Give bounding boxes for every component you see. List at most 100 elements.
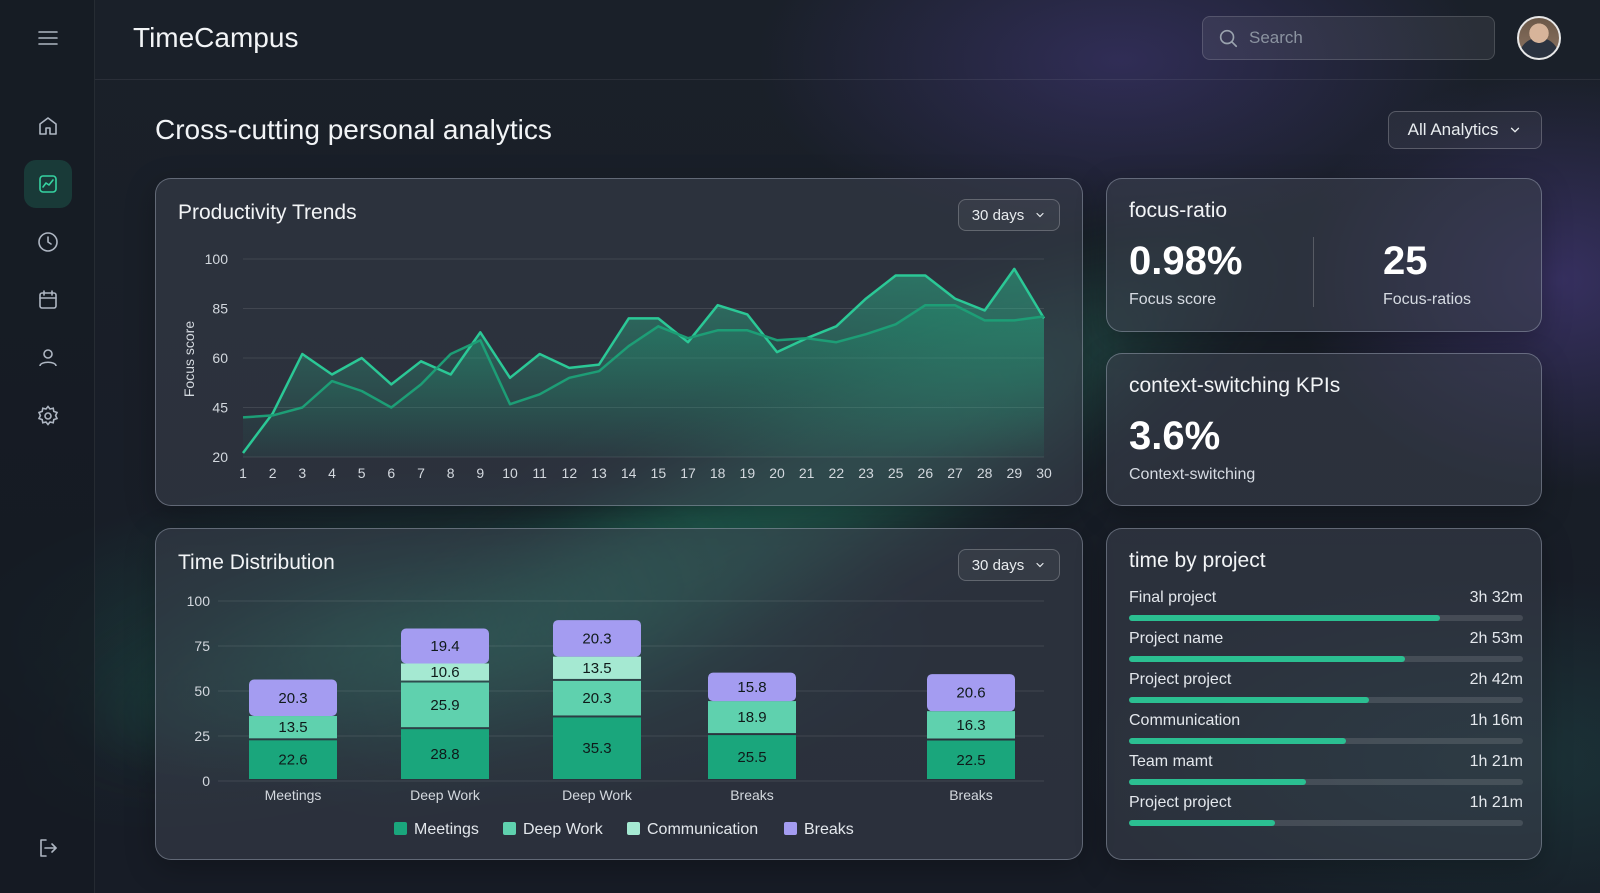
series-area xyxy=(243,305,1044,457)
series-line xyxy=(242,303,1045,419)
project-progress-track xyxy=(1129,738,1523,744)
project-progress-fill xyxy=(1129,820,1275,826)
project-progress-fill xyxy=(1129,656,1405,662)
y-tick-label: 75 xyxy=(194,638,210,654)
x-tick-label: Breaks xyxy=(949,787,993,803)
focus-ratios-label: Focus-ratios xyxy=(1383,291,1472,308)
bar-segment xyxy=(553,717,641,779)
bar-value-label: 22.5 xyxy=(956,752,985,769)
x-tick-label: 25 xyxy=(888,465,904,481)
project-row[interactable]: Communication 1h 16m xyxy=(1129,712,1523,752)
bar-segment xyxy=(708,735,796,779)
project-row[interactable]: Project project 2h 42m xyxy=(1129,671,1523,711)
y-tick-label: 100 xyxy=(187,593,211,609)
x-tick-label: Deep Work xyxy=(410,787,481,803)
bar-value-label: 35.3 xyxy=(582,740,611,757)
project-row[interactable]: Final project 3h 32m xyxy=(1129,589,1523,629)
bar-value-label: 20.3 xyxy=(582,630,611,647)
project-row[interactable]: Project name 2h 53m xyxy=(1129,630,1523,670)
bar-segment xyxy=(553,680,641,716)
bar-segment xyxy=(401,682,489,728)
project-name: Communication xyxy=(1129,712,1241,729)
sidebar-item-profile[interactable] xyxy=(24,334,72,382)
context-switching-value: 3.6% xyxy=(1129,414,1221,458)
x-tick-label: 13 xyxy=(591,465,607,481)
project-progress-fill xyxy=(1129,779,1307,785)
distribution-range-label: 30 days xyxy=(971,556,1025,574)
x-tick-label: 30 xyxy=(1036,465,1052,481)
x-tick-label: 12 xyxy=(562,465,578,481)
project-time: 1h 16m xyxy=(1469,712,1523,729)
sidebar-item-analytics[interactable] xyxy=(24,160,72,208)
project-name: Final project xyxy=(1129,589,1217,606)
project-progress-fill xyxy=(1129,738,1346,744)
legend-label: Meetings xyxy=(414,821,479,838)
focus-score-label: Focus score xyxy=(1129,291,1217,308)
x-tick-label: 19 xyxy=(740,465,756,481)
page-title: Cross-cutting personal analytics xyxy=(155,114,552,145)
bar-value-label: 13.5 xyxy=(582,660,611,677)
bar-value-label: 15.8 xyxy=(737,679,766,696)
analytics-filter-label: All Analytics xyxy=(1407,120,1499,139)
menu-button[interactable] xyxy=(24,14,72,62)
project-progress-track xyxy=(1129,820,1523,826)
x-tick-label: 7 xyxy=(417,465,425,481)
analytics-filter-dropdown[interactable]: All Analytics xyxy=(1388,111,1542,149)
bar-segment xyxy=(553,656,641,679)
bar-segment xyxy=(927,740,1015,779)
chevron-down-icon xyxy=(1511,127,1520,133)
x-tick-label: 27 xyxy=(947,465,963,481)
productivity-range-dropdown[interactable]: 30 days xyxy=(958,199,1060,231)
project-row[interactable]: Team mamt 1h 21m xyxy=(1129,753,1523,793)
x-tick-label: 22 xyxy=(829,465,845,481)
search-box[interactable] xyxy=(1202,16,1495,60)
sidebar-item-settings[interactable] xyxy=(24,392,72,440)
legend-label: Breaks xyxy=(804,821,854,838)
sidebar-item-calendar[interactable] xyxy=(24,276,72,324)
bar-segment xyxy=(249,679,337,717)
bar-segment xyxy=(708,672,796,702)
bar-value-label: 16.3 xyxy=(956,717,985,734)
x-tick-label: Meetings xyxy=(265,787,322,803)
logout-button[interactable] xyxy=(24,824,72,872)
x-tick-label: 8 xyxy=(447,465,455,481)
bar-value-label: 22.6 xyxy=(278,752,307,769)
time-distribution-card: Time Distribution 30 days 100 75 50 25 0 22.6… xyxy=(155,528,1083,860)
home-icon xyxy=(39,117,57,135)
x-tick-label: 26 xyxy=(918,465,934,481)
x-tick-label: 18 xyxy=(710,465,726,481)
x-tick-label: 23 xyxy=(858,465,874,481)
bar-value-label: 25.5 xyxy=(737,749,766,766)
time-by-project-card: time by project Final project 3h 32m Pro… xyxy=(1106,528,1542,860)
bar-value-label: 19.4 xyxy=(430,638,459,655)
bar-segment xyxy=(553,620,641,657)
analytics-icon xyxy=(39,175,57,193)
bar-segment xyxy=(708,701,796,734)
y-tick-label: 85 xyxy=(212,301,228,317)
x-tick-label: 6 xyxy=(387,465,395,481)
search-input[interactable] xyxy=(1249,28,1479,48)
sidebar-item-time[interactable] xyxy=(24,218,72,266)
sidebar-item-home[interactable] xyxy=(24,102,72,150)
calendar-icon xyxy=(39,290,57,309)
focus-ratios-value: 25 xyxy=(1383,239,1428,283)
bar-segment xyxy=(401,628,489,664)
y-tick-label: 50 xyxy=(194,683,210,699)
x-tick-label: 4 xyxy=(328,465,336,481)
distribution-range-dropdown[interactable]: 30 days xyxy=(958,549,1060,581)
x-tick-label: 28 xyxy=(977,465,993,481)
distribution-title: Time Distribution xyxy=(178,551,335,574)
avatar[interactable] xyxy=(1517,16,1561,60)
legend-label: Communication xyxy=(647,821,758,838)
project-row[interactable]: Project project 1h 21m xyxy=(1129,794,1523,834)
project-progress-fill xyxy=(1129,615,1441,621)
legend-swatch xyxy=(784,822,797,835)
series-line xyxy=(242,267,1046,454)
context-switching-card: context-switching KPIs 3.6% Context-swit… xyxy=(1106,353,1542,506)
sidebar xyxy=(0,0,95,893)
bar-segment xyxy=(401,663,489,681)
app-title: TimeCampus xyxy=(133,22,299,53)
project-time: 2h 42m xyxy=(1469,671,1523,688)
project-progress-fill xyxy=(1129,697,1370,703)
